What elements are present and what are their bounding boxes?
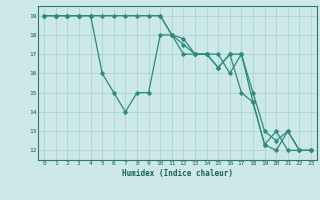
X-axis label: Humidex (Indice chaleur): Humidex (Indice chaleur) [122,169,233,178]
